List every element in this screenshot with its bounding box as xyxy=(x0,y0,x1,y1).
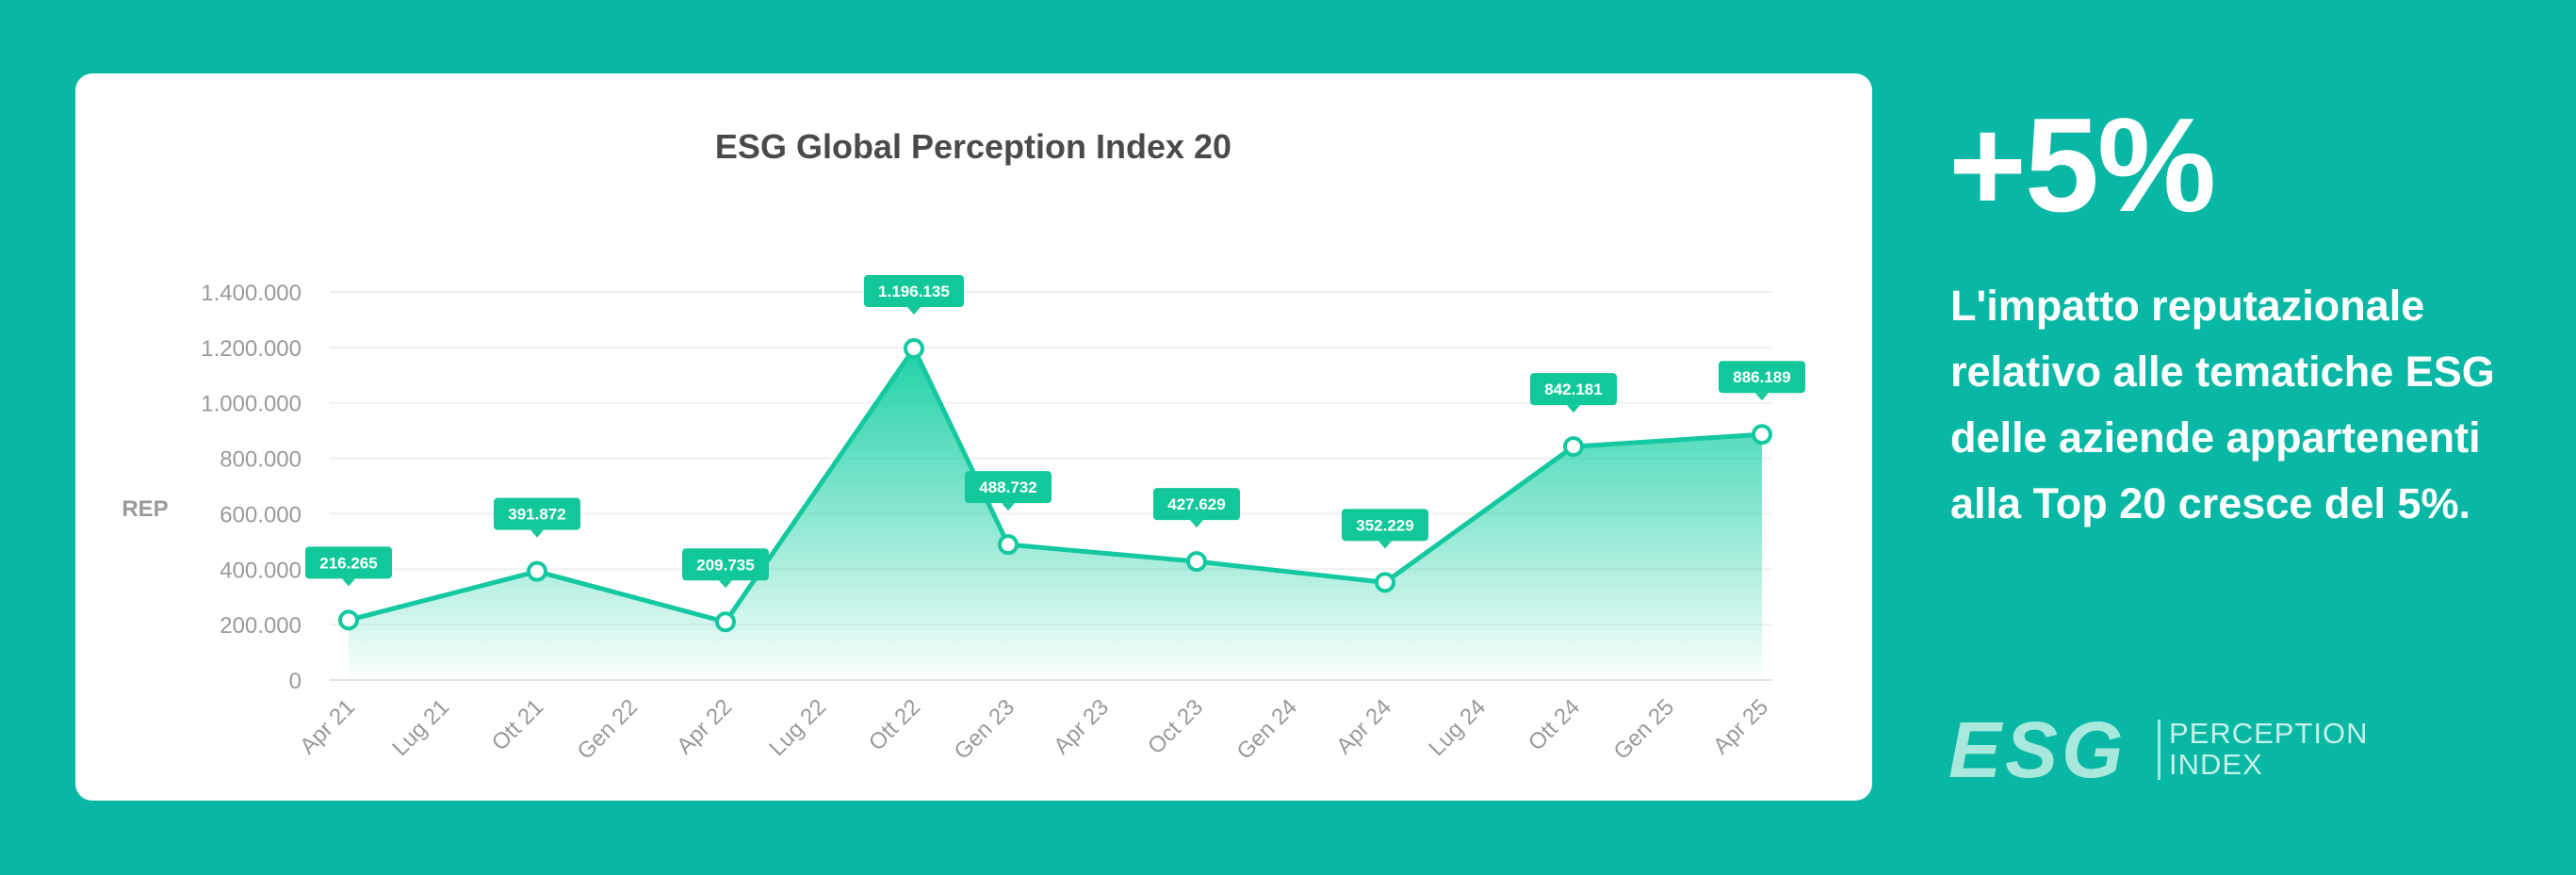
data-label: 216.265 xyxy=(305,546,392,587)
data-point xyxy=(338,609,359,631)
x-tick-label: Lug 24 xyxy=(1424,694,1491,761)
data-point xyxy=(1752,424,1772,446)
data-label-pointer xyxy=(1567,405,1580,413)
x-tick-label: Lug 21 xyxy=(387,694,454,761)
data-point xyxy=(1375,572,1395,593)
data-label-pointer xyxy=(530,529,544,538)
y-tick-label: 200.000 xyxy=(220,613,302,639)
data-label: 209.735 xyxy=(682,548,769,589)
logo-text-line2: INDEX xyxy=(2169,748,2263,781)
data-point xyxy=(1563,436,1584,458)
data-point xyxy=(904,337,924,359)
data-label: 842.181 xyxy=(1530,373,1617,413)
y-tick-label: 1.200.000 xyxy=(201,336,302,362)
x-tick-label: Apr 22 xyxy=(672,694,737,759)
esg-perception-index-logo: ESG PERCEPTION INDEX xyxy=(1948,705,2368,794)
line-area-chart: ESG Global Perception Index 20 REP 0 200.… xyxy=(122,127,1805,765)
chart-title: ESG Global Perception Index 20 xyxy=(715,127,1231,166)
headline-percentage: +5% xyxy=(1948,90,2216,240)
x-tick-label: Gen 23 xyxy=(949,694,1019,765)
data-label-box xyxy=(494,497,580,530)
x-tick-label: Apr 21 xyxy=(295,694,360,759)
area-fill xyxy=(349,348,1762,680)
x-tick-label: Apr 25 xyxy=(1708,694,1773,759)
data-label-text: 216.265 xyxy=(319,554,377,572)
data-label-box xyxy=(864,274,964,307)
chart-card: ESG Global Perception Index 20 REP 0 200.… xyxy=(75,73,1872,801)
x-tick-label: Gen 24 xyxy=(1231,694,1302,765)
description-text: L'impatto reputazionale relativo alle te… xyxy=(1950,282,2495,527)
y-tick-label: 1.400.000 xyxy=(201,281,302,306)
data-point xyxy=(715,611,736,633)
logo-separator xyxy=(2158,720,2160,780)
y-axis-label: REP xyxy=(122,496,168,522)
x-tick-label: Gen 25 xyxy=(1608,694,1679,765)
logo-text-line1: PERCEPTION xyxy=(2169,717,2369,750)
data-label-text: 1.196.135 xyxy=(878,283,950,300)
data-label-pointer xyxy=(1755,393,1769,401)
data-label-pointer xyxy=(907,306,921,315)
data-label-box xyxy=(1342,509,1428,542)
x-tick-label: Oct 23 xyxy=(1143,694,1208,759)
data-label-box xyxy=(305,546,392,579)
data-label-text: 842.181 xyxy=(1544,381,1602,398)
x-tick-label: Ott 21 xyxy=(487,694,548,755)
data-label: 391.872 xyxy=(494,497,580,538)
y-tick-label: 400.000 xyxy=(220,558,302,583)
data-label-text: 209.735 xyxy=(696,556,754,574)
data-label-text: 488.732 xyxy=(979,478,1036,496)
data-label-text: 352.229 xyxy=(1356,516,1413,534)
logo-text: PERCEPTION INDEX xyxy=(2169,718,2369,780)
data-label-box xyxy=(682,548,769,581)
y-tick-label: 600.000 xyxy=(220,502,302,527)
x-tick-label: Apr 23 xyxy=(1049,694,1114,759)
data-label-box xyxy=(965,471,1052,504)
y-tick-label: 0 xyxy=(289,669,302,694)
data-label-box xyxy=(1530,373,1617,406)
data-point xyxy=(527,560,547,582)
y-tick-label: 800.000 xyxy=(220,447,302,473)
logo-mark: ESG xyxy=(1948,705,2128,794)
data-label-pointer xyxy=(342,578,355,587)
x-tick-label: Gen 22 xyxy=(572,694,643,765)
data-label: 427.629 xyxy=(1153,488,1240,528)
data-label-box xyxy=(1153,488,1240,521)
data-label-text: 427.629 xyxy=(1167,495,1225,513)
data-label: 1.196.135 xyxy=(864,274,964,315)
x-tick-label: Ott 22 xyxy=(864,694,925,755)
data-label-text: 886.189 xyxy=(1733,368,1790,386)
data-label-pointer xyxy=(1190,520,1203,528)
data-label-pointer xyxy=(1378,541,1392,549)
y-tick-label: 1.000.000 xyxy=(201,392,302,417)
x-tick-label: Apr 24 xyxy=(1331,694,1396,759)
data-label: 352.229 xyxy=(1342,509,1428,549)
data-label: 488.732 xyxy=(965,471,1052,511)
data-point xyxy=(1186,551,1207,573)
data-point xyxy=(998,534,1019,556)
data-label-pointer xyxy=(719,580,732,589)
x-tick-label: Lug 22 xyxy=(764,694,831,761)
x-tick-label: Ott 24 xyxy=(1524,694,1585,755)
data-label-text: 391.872 xyxy=(508,506,565,524)
data-label: 886.189 xyxy=(1719,361,1805,401)
data-label-pointer xyxy=(1002,503,1015,511)
data-label-box xyxy=(1719,361,1805,394)
